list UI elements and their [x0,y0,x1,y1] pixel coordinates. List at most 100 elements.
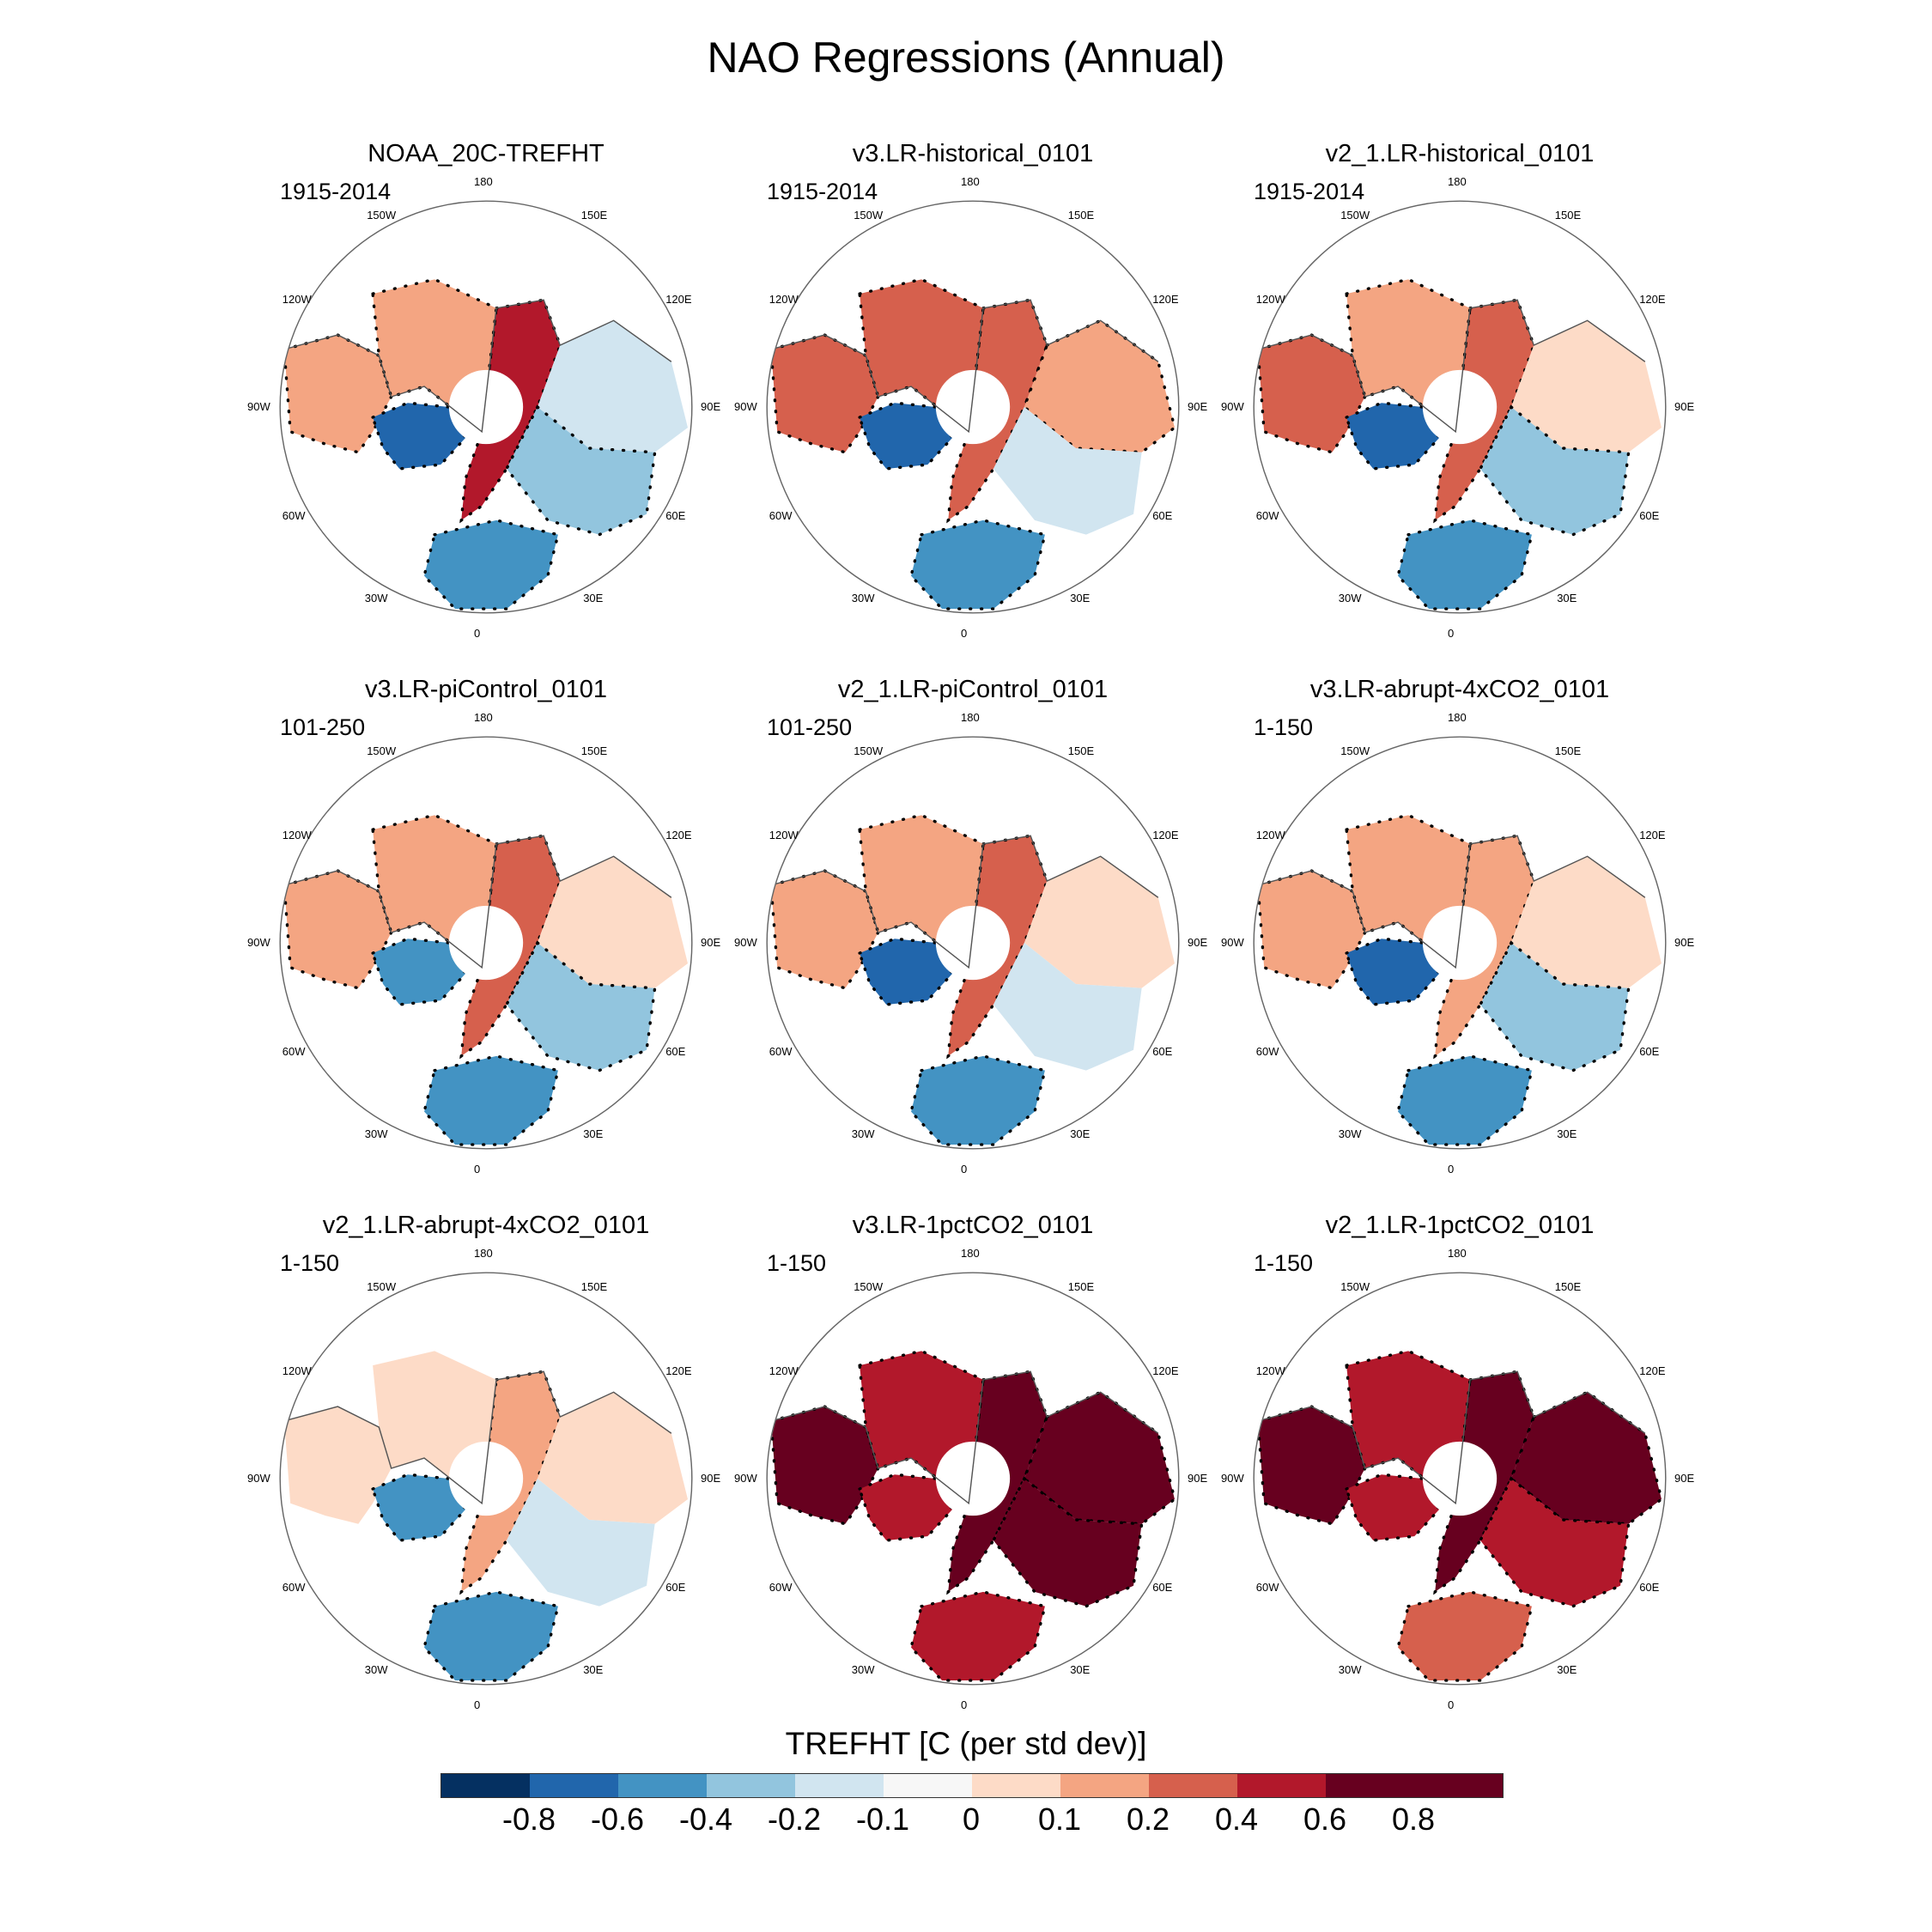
region-sib [1024,320,1176,453]
panel-period: 1-150 [1254,1250,1314,1276]
significance-stipple [946,1370,1049,1595]
colorbar-swatch [441,1774,530,1797]
arctic-ocean [1422,905,1498,981]
longitude-label: 150E [1067,1279,1095,1293]
panel-title: v3.LR-historical_0101 [852,140,1094,167]
region-med [911,519,1045,610]
longitude-label: 60E [1152,1045,1173,1059]
longitude-label: 180 [1448,1247,1467,1261]
longitude-label: 30W [1338,592,1362,605]
longitude-label: 120E [1639,1364,1666,1378]
longitude-label: 0 [474,627,481,640]
longitude-label: 120W [282,1364,312,1378]
longitude-label: 60E [1639,1581,1660,1595]
colorbar-tick-label: -0.1 [855,1801,910,1837]
coastline [770,1370,1159,1505]
region-can [1346,1474,1440,1540]
significance-stipple [371,401,468,471]
longitude-label: 30W [851,592,875,605]
polar-map [766,736,1180,1150]
region-na [1257,871,1365,988]
longitude-label: 60W [282,1045,306,1059]
panel-title: v3.LR-piControl_0101 [364,676,608,703]
significance-stipple [858,937,955,1006]
longitude-label: 60E [1639,1045,1660,1059]
longitude-label: 90W [1221,400,1244,413]
colorbar-title: TREFHT [C (per std dev)] [785,1726,1147,1761]
region-na [770,335,878,453]
significance-stipple [1433,834,1536,1060]
arctic-ocean [935,369,1011,445]
colorbar-tick-label: 0.2 [1126,1801,1170,1837]
longitude-label: 30E [1070,1663,1091,1677]
significance-stipple [1345,1473,1442,1542]
region-sib [1510,1392,1662,1524]
significance-stipple [283,869,393,990]
significance-stipple [1478,404,1631,537]
significance-stipple [991,1476,1144,1608]
longitude-label: 90E [701,1472,721,1485]
longitude-label: 90E [1674,400,1695,413]
region-sib [1024,1392,1176,1524]
longitude-label: 30E [1070,1127,1091,1141]
region-can [860,1474,953,1540]
region-sib [537,1392,689,1524]
longitude-label: 120E [1152,293,1179,307]
significance-stipple [909,1590,1047,1682]
significance-stipple [371,937,468,1006]
longitude-label: 90E [1674,936,1695,949]
longitude-label: 90E [701,400,721,413]
longitude-label: 30E [583,1127,604,1141]
longitude-label: 150W [1340,744,1370,757]
significance-stipple [1256,333,1367,454]
longitude-label: 0 [474,1698,481,1711]
longitude-label: 30W [851,1663,875,1677]
significance-stipple [459,834,562,1060]
longitude-label: 60W [769,1581,793,1595]
longitude-label: 60W [1255,1581,1279,1595]
colorbar-tick-label: -0.2 [767,1801,822,1837]
colorbar-swatch [1149,1774,1237,1797]
longitude-label: 30E [1557,592,1577,605]
longitude-label: 120W [1255,829,1285,842]
panel-title: NOAA_20C-TREFHT [368,140,605,167]
longitude-label: 150E [1067,208,1095,222]
panel-period: 101-250 [767,714,853,740]
longitude-label: 150E [1067,744,1095,757]
map-boundary [1253,1272,1667,1686]
region-sib [1024,856,1176,988]
coastline [770,299,1159,434]
longitude-label: 150E [1554,1279,1582,1293]
longitude-label: 60E [665,509,686,523]
significance-stipple [1345,937,1442,1006]
map-boundary [279,736,693,1150]
region-can [373,403,466,469]
significance-stipple [1396,1054,1534,1146]
significance-stipple [371,1473,468,1542]
coastline [283,835,672,969]
coastline [1257,1370,1646,1505]
colorbar-swatch [1060,1774,1149,1797]
region-na [283,335,392,453]
page-title: NAO Regressions (Annual) [707,33,1225,82]
longitude-label: 150E [580,208,608,222]
region-sib [1510,856,1662,988]
longitude-label: 90E [1188,936,1208,949]
longitude-label: 30E [583,1663,604,1677]
arctic-ocean [1422,369,1498,445]
colorbar-tick-label: -0.6 [590,1801,645,1837]
map-boundary [1253,200,1667,614]
longitude-label: 180 [474,1247,493,1261]
panel-title: v2_1.LR-piControl_0101 [837,676,1109,703]
significance-stipple [769,1405,880,1526]
longitude-label: 150E [580,744,608,757]
longitude-label: 150W [854,1279,884,1293]
longitude-label: 30W [364,1127,388,1141]
longitude-label: 180 [961,1247,980,1261]
longitude-label: 30W [1338,1127,1362,1141]
colorbar-swatch [707,1774,795,1797]
colorbar-tick-label: 0 [962,1801,981,1837]
arctic-ocean [448,905,524,981]
longitude-label: 60E [1152,509,1173,523]
significance-stipple [858,1473,955,1542]
